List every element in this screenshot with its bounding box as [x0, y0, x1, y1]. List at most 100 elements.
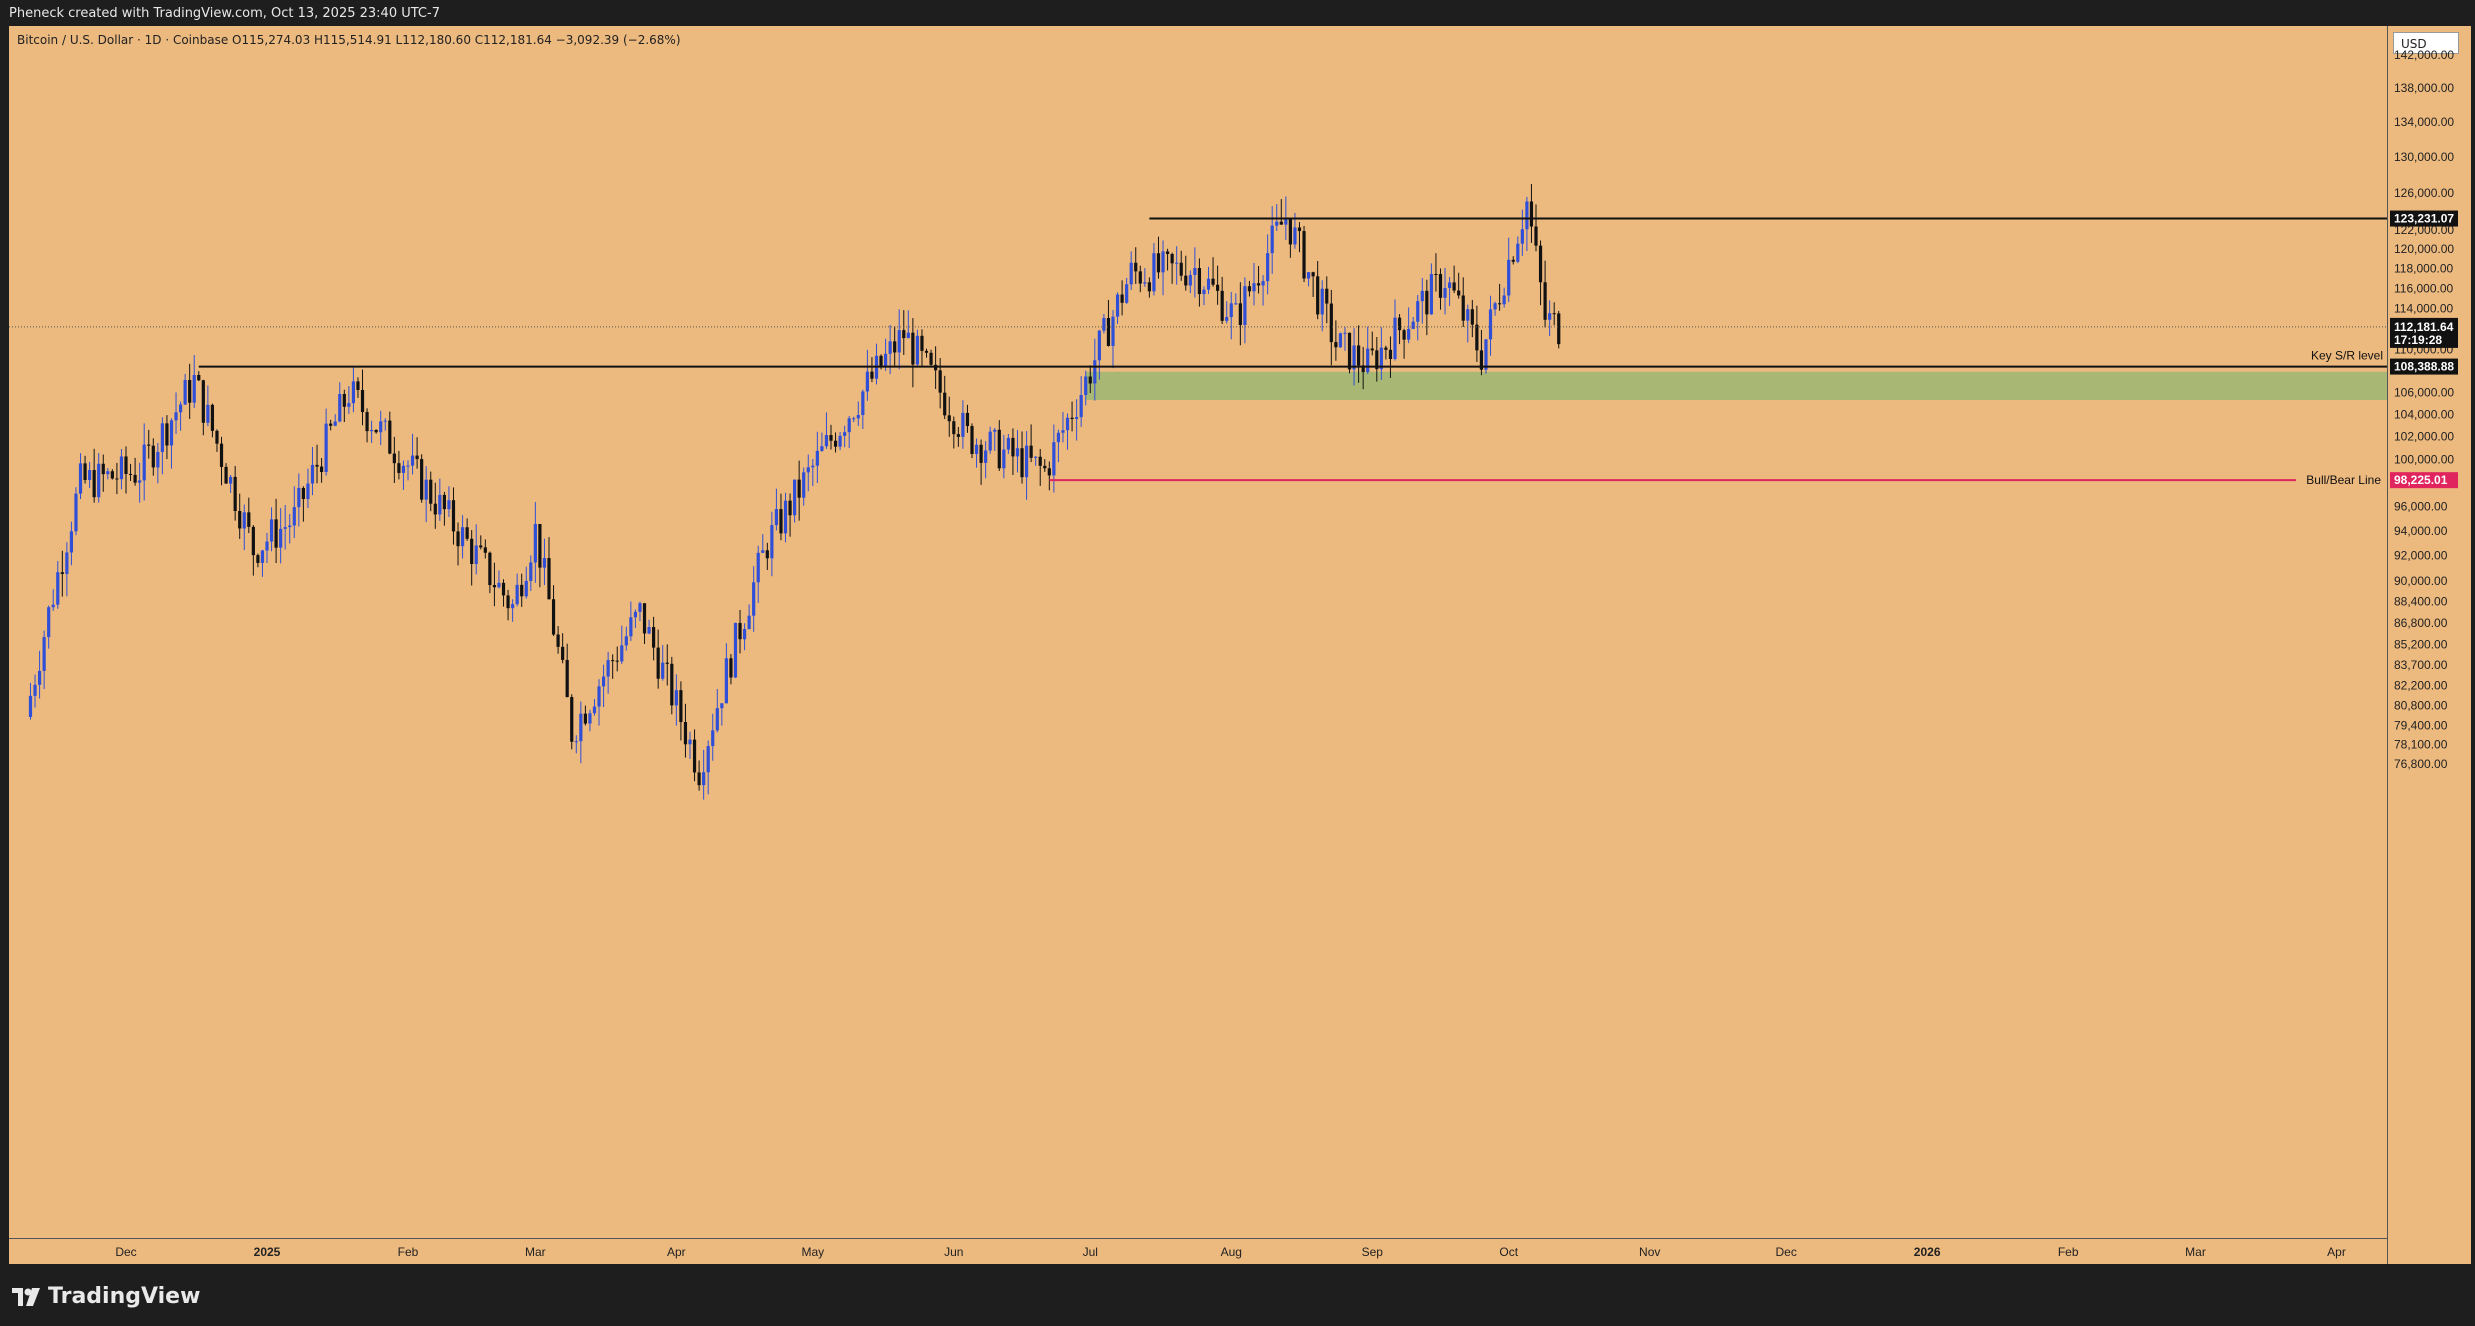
candle-body — [893, 341, 897, 353]
candle-body — [1002, 449, 1006, 469]
candle-body — [247, 512, 251, 527]
symbol-info: Bitcoin / U.S. Dollar · 1D · Coinbase O1… — [17, 33, 681, 47]
candle-body — [1120, 294, 1124, 303]
candle-body — [1034, 456, 1038, 458]
candle-body — [629, 617, 633, 637]
candle-body — [460, 527, 465, 547]
candle-body — [1211, 278, 1215, 285]
candle-body — [588, 713, 592, 724]
chart-pane[interactable] — [9, 26, 2387, 1264]
candle-body — [410, 455, 415, 466]
time-tick-label: Dec — [1775, 1245, 1796, 1259]
price-axis[interactable] — [2387, 26, 2471, 1264]
candle-body — [1388, 349, 1393, 360]
candle-body — [583, 713, 587, 724]
candle-body — [1143, 282, 1147, 284]
candle-body — [1366, 348, 1370, 373]
candle-body — [879, 355, 883, 367]
candle-body — [683, 722, 688, 745]
candle-body — [756, 552, 760, 583]
candle-body — [547, 558, 551, 600]
candle-body — [856, 414, 860, 419]
footer-bar — [0, 1264, 2475, 1326]
candle-body — [1438, 274, 1443, 298]
candle-body — [415, 455, 419, 460]
candle-body — [470, 538, 474, 564]
candle-body — [1402, 330, 1406, 340]
candle-body — [1534, 226, 1538, 246]
candle-body — [761, 550, 765, 553]
candle-body — [351, 381, 356, 404]
candle-body — [1557, 313, 1561, 345]
candle-body — [1125, 284, 1129, 303]
price-tick-label: 92,000.00 — [2394, 549, 2448, 563]
candle-body — [579, 713, 583, 742]
candle-body — [997, 429, 1001, 469]
candle-body — [88, 470, 92, 481]
candle-body — [915, 335, 920, 365]
candle-body — [615, 660, 619, 662]
candle-body — [142, 444, 146, 481]
candle-body — [906, 332, 910, 339]
candle-body — [1220, 290, 1224, 321]
candle-body — [160, 423, 164, 452]
price-tick-label: 130,000.00 — [2394, 150, 2454, 164]
price-tick-label: 79,400.00 — [2394, 719, 2448, 733]
candle-body — [429, 479, 433, 504]
candle-body — [97, 463, 101, 498]
candle-body — [993, 429, 997, 432]
candle-body — [1079, 394, 1083, 418]
candle-body — [92, 470, 96, 498]
price-tick-label: 114,000.00 — [2394, 301, 2453, 315]
candle-body — [820, 446, 824, 451]
candle-body — [601, 676, 606, 687]
level-price-tag-text: 108,388.88 — [2394, 360, 2454, 374]
candle-body — [233, 476, 237, 511]
candle-body — [124, 456, 128, 474]
candle-body — [1407, 328, 1411, 340]
time-axis[interactable] — [9, 1238, 2387, 1265]
candle-body — [1498, 303, 1502, 305]
candle-body — [260, 550, 265, 563]
candle-body — [1047, 468, 1051, 476]
candle-body — [883, 353, 888, 367]
price-tick-label: 85,200.00 — [2394, 637, 2448, 651]
candle-body — [706, 746, 710, 773]
candle-body — [1475, 324, 1479, 351]
currency-button[interactable]: USD — [2393, 32, 2459, 54]
candle-body — [747, 615, 751, 630]
candle-body — [456, 531, 460, 547]
candle-body — [1375, 350, 1379, 370]
level-price-tag — [2390, 472, 2458, 489]
candle-body — [1416, 301, 1420, 322]
candle-body — [1015, 448, 1020, 457]
candle-body — [597, 686, 601, 707]
time-tick-label: Apr — [667, 1245, 686, 1259]
candle-body — [843, 432, 847, 436]
candle-body — [33, 684, 37, 696]
candle-body — [288, 525, 292, 528]
candle-body — [51, 604, 55, 608]
candle-body — [956, 434, 960, 437]
price-tick-label: 88,400.00 — [2394, 595, 2448, 609]
candle-body — [520, 584, 524, 597]
candle-body — [702, 772, 706, 786]
candle-body — [511, 604, 515, 609]
candle-body — [74, 493, 78, 532]
candle-body — [1393, 317, 1397, 360]
time-tick-label: May — [801, 1245, 824, 1259]
candle-body — [492, 585, 497, 588]
candle-body — [1020, 448, 1024, 478]
candle-body — [1507, 259, 1511, 296]
candle-body — [811, 465, 815, 468]
candle-body — [1252, 283, 1256, 292]
candle-body — [1343, 332, 1347, 334]
tradingview-logo[interactable]: TradingView — [12, 1284, 200, 1309]
price-tick-label: 138,000.00 — [2394, 81, 2454, 95]
candle-body — [279, 528, 283, 548]
candle-body — [1302, 231, 1306, 279]
candle-body — [865, 371, 869, 392]
candle-body — [506, 595, 510, 609]
time-tick-label: Feb — [398, 1245, 419, 1259]
candle-body — [624, 636, 628, 646]
